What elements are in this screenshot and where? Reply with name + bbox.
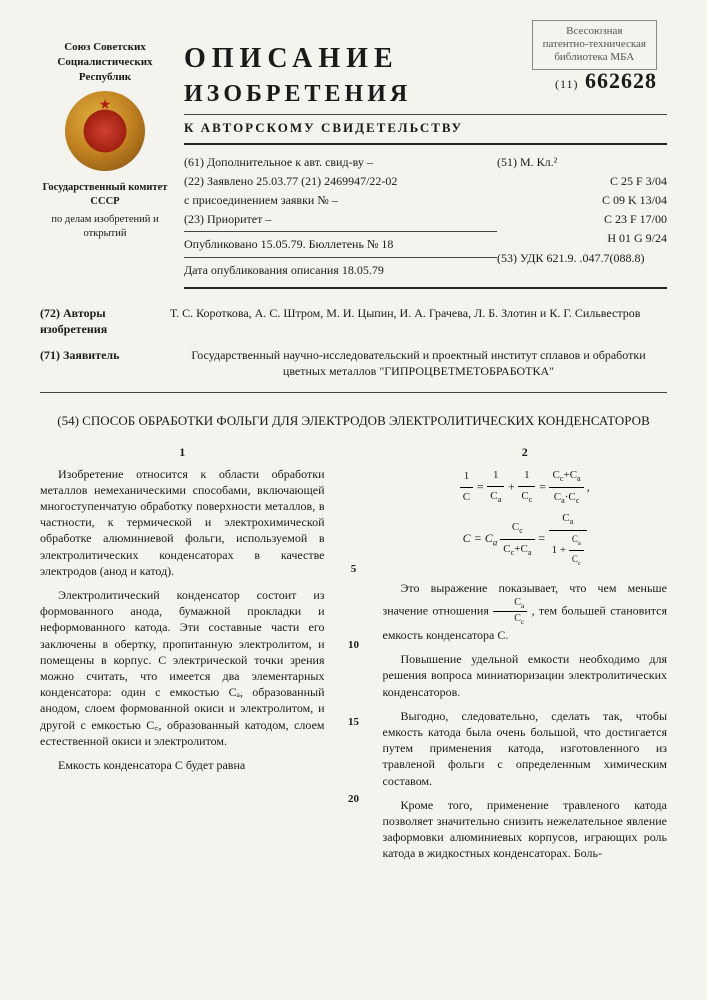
stamp-line: патентно-техническая — [543, 38, 646, 51]
field-53: (53) УДК 621.9. .047.7(088.8) — [497, 250, 667, 266]
field-23: (23) Приоритет – — [184, 211, 497, 227]
issuer-column: Союз Советских Социалистических Республи… — [40, 40, 170, 241]
class-code: C 23 F 17/00 — [497, 211, 667, 227]
field-pub: Опубликовано 15.05.79. Бюллетень № 18 — [184, 236, 497, 252]
field-descdate: Дата опубликования описания 18.05.79 — [184, 262, 497, 278]
ussr-name: Союз Советских Социалистических Республи… — [40, 40, 170, 85]
line-number-gutter: 5 10 15 20 — [347, 444, 361, 870]
stamp-line: библиотека МБА — [543, 51, 646, 64]
line-number: 20 — [347, 792, 361, 807]
field-61: (61) Дополнительное к авт. свид-ву – — [184, 154, 497, 170]
formula-block: 1C = 1Ca + 1Cc = Cc+CaCa·Cc , C = Ca CcC… — [383, 466, 668, 570]
applicant-row: (71) Заявитель Государственный научно-ис… — [40, 347, 667, 379]
body-columns: 1 Изобретение относится к области обрабо… — [40, 444, 667, 870]
class-code: H 01 G 9/24 — [497, 230, 667, 246]
subtitle: К АВТОРСКОМУ СВИДЕТЕЛЬСТВУ — [184, 119, 667, 137]
paragraph: Электролитический конденсатор состоит из… — [40, 587, 325, 749]
label-72: (72) Авторы изобретения — [40, 305, 170, 337]
paragraph: Кроме того, применение травленого катода… — [383, 797, 668, 862]
label-71: (71) Заявитель — [40, 347, 170, 379]
invention-title: (54) СПОСОБ ОБРАБОТКИ ФОЛЬГИ ДЛЯ ЭЛЕКТРО… — [40, 413, 667, 430]
authors-row: (72) Авторы изобретения Т. С. Короткова,… — [40, 305, 667, 337]
class-code: C 09 K 13/04 — [497, 192, 667, 208]
paragraph: Изобретение относится к области обработк… — [40, 466, 325, 579]
authors-names: Т. С. Короткова, А. С. Штром, М. И. Цыпи… — [170, 305, 667, 337]
column-2: 2 1C = 1Ca + 1Cc = Cc+CaCa·Cc , C = Ca C… — [383, 444, 668, 870]
ussr-emblem-icon — [65, 91, 145, 171]
line-number: 15 — [347, 715, 361, 730]
class-code: C 25 F 3/04 — [497, 173, 667, 189]
field-22: (22) Заявлено 25.03.77 (21) 2469947/22-0… — [184, 173, 497, 189]
publication-number: (11) 662628 — [555, 66, 657, 96]
goscom-line: по делам изобретений и открытий — [40, 213, 170, 241]
library-stamp: Всесоюзная патентно-техническая библиоте… — [532, 20, 657, 70]
metadata-block: (61) Дополнительное к авт. свид-ву – (22… — [184, 151, 667, 281]
paragraph: Это выражение показывает, что чем меньше… — [383, 580, 668, 644]
goscom-line: Государственный комитет СССР — [40, 181, 170, 209]
column-number: 1 — [40, 444, 325, 460]
paragraph: Емкость конденсатора C будет равна — [40, 757, 325, 773]
applicant-name: Государственный научно-исследовательский… — [170, 347, 667, 379]
stamp-line: Всесоюзная — [543, 25, 646, 38]
field-51: (51) М. Кл.² — [497, 154, 667, 170]
paragraph: Выгодно, следовательно, сделать так, что… — [383, 708, 668, 789]
column-1: 1 Изобретение относится к области обрабо… — [40, 444, 325, 870]
field-pris: с присоединением заявки № – — [184, 192, 497, 208]
line-number: 5 — [347, 562, 361, 577]
column-number: 2 — [383, 444, 668, 460]
line-number: 10 — [347, 638, 361, 653]
paragraph: Повышение удельной емкости необходимо дл… — [383, 651, 668, 700]
